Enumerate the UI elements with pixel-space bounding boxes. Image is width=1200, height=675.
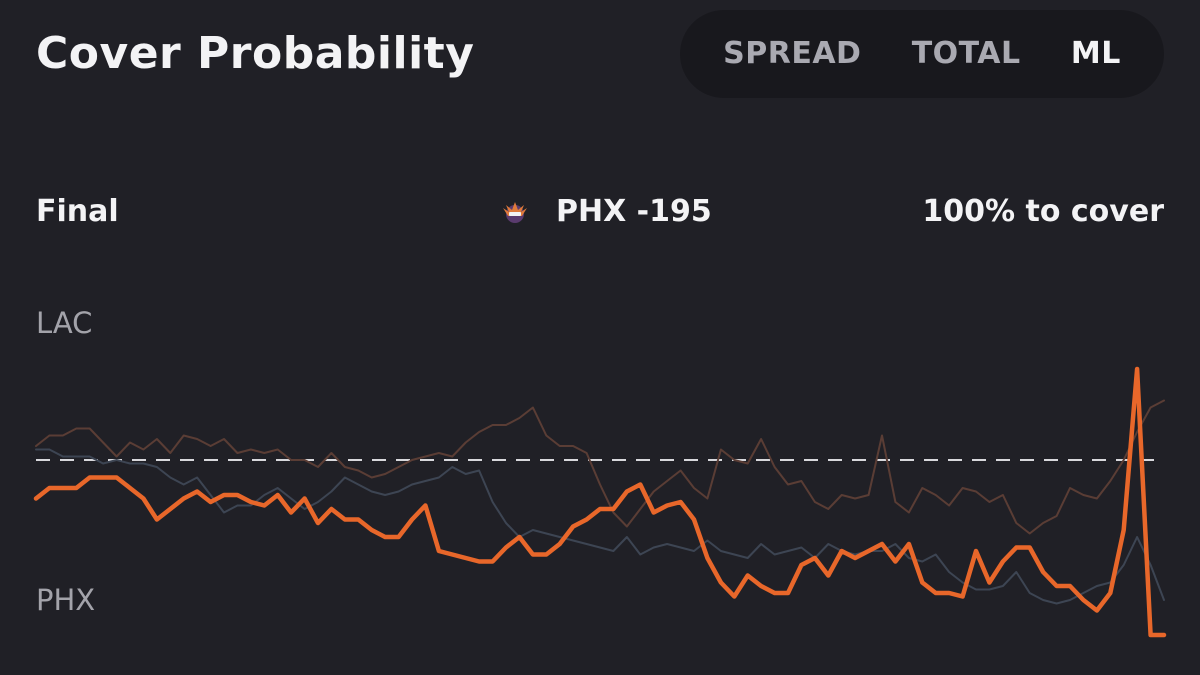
cover-probability-value: 100% to cover [922, 194, 1164, 229]
game-period-label: Final [36, 194, 119, 229]
tab-ml[interactable]: ML [1070, 36, 1121, 71]
series-layer [33, 366, 1167, 638]
top-team-label: LAC [36, 306, 92, 340]
betting-line-value: PHX -195 [556, 194, 712, 229]
phx-ml-series-line [33, 366, 1167, 638]
suns-logo-icon [503, 202, 527, 223]
total-series-line [35, 448, 1165, 605]
tab-spread[interactable]: SPREAD [723, 36, 862, 71]
cover-probability-chart: LAC PHX [33, 306, 1167, 638]
spread-series-line [35, 399, 1165, 535]
bottom-team-label: PHX [36, 583, 95, 617]
tab-total[interactable]: TOTAL [911, 36, 1021, 71]
game-status-row: Final PHX -195 100% to cover [36, 190, 1164, 234]
betting-line: PHX -195 [500, 190, 712, 234]
bet-type-tabs: SPREAD TOTAL ML [680, 10, 1164, 98]
page-title: Cover Probability [36, 28, 475, 79]
